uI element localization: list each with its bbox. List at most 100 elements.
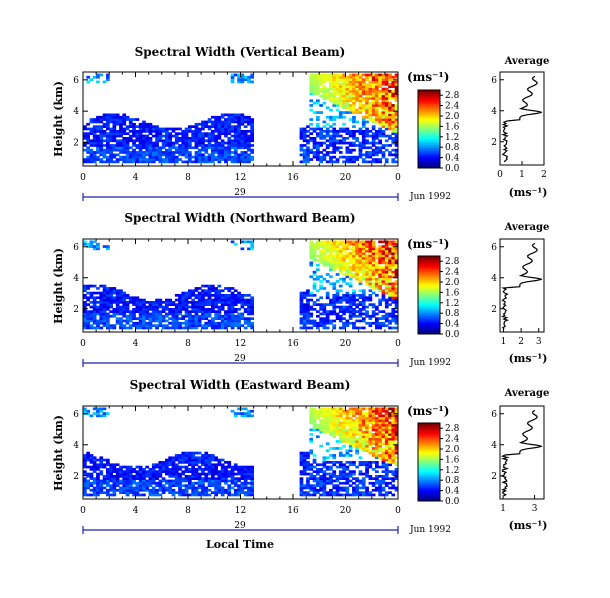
colorbar-swatch xyxy=(418,152,440,155)
heatmap-cell xyxy=(365,419,369,422)
colorbar-swatch xyxy=(418,316,440,319)
heatmap-cell xyxy=(394,249,399,253)
heatmap-cell xyxy=(197,155,202,159)
heatmap-cell xyxy=(109,120,113,124)
heatmap-cell xyxy=(89,458,94,462)
heatmap-cell xyxy=(384,444,389,448)
heatmap-cell xyxy=(368,155,373,159)
heatmap-cell xyxy=(381,155,386,159)
heatmap-cell xyxy=(188,314,192,318)
heatmap-cell xyxy=(233,113,238,117)
heatmap-cell xyxy=(184,465,189,469)
heatmap-cell xyxy=(155,137,159,140)
heatmap-cell xyxy=(352,308,356,311)
heatmap-cell xyxy=(361,416,366,420)
heatmap-cell xyxy=(230,287,235,290)
heatmap-cell xyxy=(174,160,179,164)
x-tick-label: 4 xyxy=(133,173,139,183)
heatmap-cell xyxy=(378,240,382,244)
heatmap-cell xyxy=(391,85,396,88)
heatmap-cell xyxy=(368,261,373,265)
heatmap-cell xyxy=(102,414,107,418)
heatmap-cell xyxy=(391,254,396,258)
heatmap-cell xyxy=(329,75,333,79)
heatmap-cell xyxy=(220,314,225,318)
heatmap-cell xyxy=(250,296,254,300)
heatmap-cell xyxy=(358,409,363,413)
colorbar-swatch xyxy=(418,146,440,149)
heatmap-cell xyxy=(83,127,87,131)
heatmap-cell xyxy=(384,118,389,121)
heatmap-cell xyxy=(135,486,140,490)
heatmap-cell xyxy=(375,249,379,253)
heatmap-cell xyxy=(342,155,346,159)
heatmap-cell xyxy=(197,324,202,327)
heatmap-cell xyxy=(378,454,382,457)
heatmap-cell xyxy=(211,298,215,302)
heatmap-cell xyxy=(145,481,149,485)
colorbar-swatch xyxy=(418,134,440,138)
heatmap-cell xyxy=(332,242,337,246)
heatmap-cell xyxy=(381,475,386,478)
heatmap-cell xyxy=(335,115,340,119)
heatmap-cell xyxy=(388,451,392,455)
heatmap-cell xyxy=(375,481,379,485)
heatmap-cell xyxy=(178,486,182,490)
heatmap-cell xyxy=(322,412,327,415)
heatmap-cell xyxy=(230,141,235,145)
heatmap-cell xyxy=(361,259,366,262)
heatmap-cell xyxy=(92,144,97,147)
heatmap-cell xyxy=(106,146,110,150)
heatmap-cell xyxy=(119,472,123,476)
heatmap-cell xyxy=(237,160,241,164)
heatmap-cell xyxy=(371,284,376,288)
heatmap-cell xyxy=(306,312,310,316)
colorbar-swatch xyxy=(418,158,440,161)
heatmap-cell xyxy=(99,160,104,164)
heatmap-cell xyxy=(325,461,330,464)
heatmap-cell xyxy=(384,247,389,251)
heatmap-cell xyxy=(211,146,215,150)
heatmap-cell xyxy=(250,468,254,471)
heatmap-cell xyxy=(132,125,136,128)
heatmap-cell xyxy=(332,305,337,309)
heatmap-cell xyxy=(174,465,179,469)
heatmap-cell xyxy=(165,470,169,473)
heatmap-cell xyxy=(322,153,327,157)
heatmap-cell xyxy=(322,87,327,91)
heatmap-cell xyxy=(329,266,333,269)
heatmap-cell xyxy=(217,137,222,140)
heatmap-cell xyxy=(381,423,386,427)
heatmap-cell xyxy=(138,468,143,471)
heatmap-cell xyxy=(371,240,376,244)
heatmap-cell xyxy=(371,275,376,279)
heatmap-cell xyxy=(119,488,123,492)
heatmap-cell xyxy=(102,80,107,84)
colorbar-swatch xyxy=(418,304,440,307)
heatmap-cell xyxy=(375,421,379,425)
heatmap-cell xyxy=(384,407,389,411)
heatmap-cell xyxy=(299,132,304,135)
heatmap-cell xyxy=(365,430,369,434)
heatmap-cell xyxy=(233,132,238,135)
heatmap-cell xyxy=(233,484,238,487)
heatmap-cell xyxy=(361,118,366,121)
heatmap-cell xyxy=(197,468,202,471)
heatmap-cell xyxy=(214,144,218,147)
heatmap-cell xyxy=(132,317,136,320)
heatmap-cell xyxy=(151,130,156,133)
heatmap-cell xyxy=(342,115,346,119)
y-tick-label: 4 xyxy=(73,441,79,451)
heatmap-cell xyxy=(142,321,146,325)
heatmap-cell xyxy=(171,470,176,473)
heatmap-cell xyxy=(381,458,386,462)
heatmap-cell xyxy=(112,287,117,290)
heatmap-cell xyxy=(309,493,314,497)
heatmap-cell xyxy=(381,428,386,432)
heatmap-cell xyxy=(365,273,369,276)
heatmap-cell xyxy=(122,310,127,313)
heatmap-cell xyxy=(128,301,133,304)
heatmap-cell xyxy=(217,475,222,478)
heatmap-cell xyxy=(309,252,314,255)
heatmap-cell xyxy=(250,324,254,327)
